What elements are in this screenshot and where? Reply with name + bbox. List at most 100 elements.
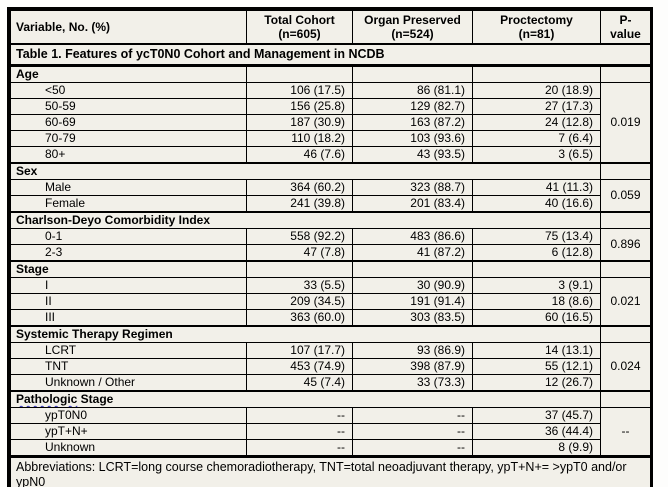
empty-cell: [600, 390, 651, 408]
cell-proctectomy: 12 (26.7): [472, 374, 601, 392]
empty-cell: [352, 260, 473, 278]
cell-p-value-systemic: 0.024: [600, 342, 651, 392]
col-header-p-line1: P-: [619, 13, 632, 27]
cell-proctectomy: 75 (13.4): [472, 228, 601, 245]
col-header-proctectomy-line2: (n=81): [518, 27, 555, 41]
cell-organ: 483 (86.6): [352, 228, 473, 245]
section-label-age: Age: [10, 64, 247, 83]
cell-organ: 163 (87.2): [352, 114, 473, 131]
cell-organ: 33 (73.3): [352, 374, 473, 392]
cell-organ: 86 (81.1): [352, 82, 473, 99]
cell-total: 187 (30.9): [246, 114, 353, 131]
table-footnote: Abbreviations: LCRT=long course chemorad…: [10, 455, 651, 487]
data-row-sex-female: Female 241 (39.8) 201 (83.4) 40 (16.6): [10, 195, 651, 213]
data-row-unknown-other: Unknown / Other 45 (7.4) 33 (73.3) 12 (2…: [10, 374, 651, 392]
section-row-pathologic-stage: Pathologic Stage: [10, 390, 651, 408]
section-row-charlson-deyo: Charlson-Deyo Comorbidity Index: [10, 211, 651, 229]
data-row-age-80plus: 80+ 46 (7.6) 43 (93.5) 3 (6.5): [10, 146, 651, 164]
section-label-stage: Stage: [10, 260, 247, 278]
cell-proctectomy: 55 (12.1): [472, 358, 601, 375]
col-header-organ-line1: Organ Preserved: [364, 13, 461, 27]
cell-label: III: [10, 309, 247, 327]
table-1-container: Table 1. Features of ycT0N0 Cohort and M…: [7, 7, 653, 487]
cell-organ: 103 (93.6): [352, 130, 473, 147]
section-label-rest: Stage: [77, 392, 114, 406]
empty-cell: [472, 260, 601, 278]
cell-label: I: [10, 277, 247, 294]
empty-cell: [352, 64, 473, 83]
cell-organ: 398 (87.9): [352, 358, 473, 375]
cell-label: <50: [10, 82, 247, 99]
empty-cell: [600, 260, 651, 278]
cell-proctectomy: 36 (44.4): [472, 423, 601, 440]
cell-label: ypT+N+: [10, 423, 247, 440]
cell-total: 241 (39.8): [246, 195, 353, 213]
cell-organ: 30 (90.9): [352, 277, 473, 294]
data-row-unknown: Unknown -- -- 8 (9.9): [10, 439, 651, 457]
cell-proctectomy: 24 (12.8): [472, 114, 601, 131]
cell-proctectomy: 6 (12.8): [472, 244, 601, 262]
section-row-stage: Stage: [10, 260, 651, 278]
col-header-variable: Variable, No. (%): [10, 10, 247, 45]
col-header-p-value: P- value: [600, 10, 651, 45]
empty-cell: [246, 260, 353, 278]
section-label-pathologic-stage: Pathologic Stage: [10, 390, 601, 408]
cell-total: 46 (7.6): [246, 146, 353, 164]
cell-label: 2-3: [10, 244, 247, 262]
empty-cell: [600, 64, 651, 83]
data-row-yptn: ypT+N+ -- -- 36 (44.4): [10, 423, 651, 440]
section-label-sex: Sex: [10, 162, 601, 180]
col-header-total-line1: Total Cohort: [264, 13, 335, 27]
col-header-total-cohort: Total Cohort (n=605): [246, 10, 353, 45]
cell-organ: 303 (83.5): [352, 309, 473, 327]
cell-organ: 129 (82.7): [352, 98, 473, 115]
data-row-age-50-59: 50-59 156 (25.8) 129 (82.7) 27 (17.3): [10, 98, 651, 115]
cell-label: Female: [10, 195, 247, 213]
cell-organ: --: [352, 407, 473, 424]
data-row-ypt0n0: ypT0N0 -- -- 37 (45.7) --: [10, 407, 651, 457]
section-row-sex: Sex: [10, 162, 651, 180]
cell-organ: 43 (93.5): [352, 146, 473, 164]
cell-label: 80+: [10, 146, 247, 164]
cell-label: Unknown / Other: [10, 374, 247, 392]
cell-proctectomy: 41 (11.3): [472, 179, 601, 196]
footer-row: Abbreviations: LCRT=long course chemorad…: [10, 455, 651, 487]
table-1: Table 1. Features of ycT0N0 Cohort and M…: [10, 10, 651, 487]
col-header-proctectomy: Proctectomy (n=81): [472, 10, 601, 45]
data-row-sex-male: Male 364 (60.2) 323 (88.7) 41 (11.3) 0.0…: [10, 179, 651, 213]
empty-cell: [246, 64, 353, 83]
cell-total: --: [246, 407, 353, 424]
data-row-stage-1: I 33 (5.5) 30 (90.9) 3 (9.1) 0.021: [10, 277, 651, 327]
empty-cell: [600, 162, 651, 180]
cell-organ: --: [352, 439, 473, 457]
cell-label: Male: [10, 179, 247, 196]
data-row-age-60-69: 60-69 187 (30.9) 163 (87.2) 24 (12.8): [10, 114, 651, 131]
cell-organ: --: [352, 423, 473, 440]
cell-organ: 41 (87.2): [352, 244, 473, 262]
cell-total: 47 (7.8): [246, 244, 353, 262]
section-row-age: Age: [10, 64, 651, 83]
cell-label: Unknown: [10, 439, 247, 457]
cell-total: 209 (34.5): [246, 293, 353, 310]
cell-total: 107 (17.7): [246, 342, 353, 359]
cell-total: 363 (60.0): [246, 309, 353, 327]
cell-total: 453 (74.9): [246, 358, 353, 375]
cell-p-value-sex: 0.059: [600, 179, 651, 213]
cell-organ: 191 (91.4): [352, 293, 473, 310]
cell-total: 558 (92.2): [246, 228, 353, 245]
cell-total: 106 (17.5): [246, 82, 353, 99]
cell-total: --: [246, 439, 353, 457]
cell-total: 45 (7.4): [246, 374, 353, 392]
cell-label: 60-69: [10, 114, 247, 131]
section-label-charlson-deyo: Charlson-Deyo Comorbidity Index: [10, 211, 601, 229]
data-row-age-70-79: 70-79 110 (18.2) 103 (93.6) 7 (6.4): [10, 130, 651, 147]
cell-total: --: [246, 423, 353, 440]
col-header-organ-line2: (n=524): [391, 27, 434, 41]
cell-organ: 93 (86.9): [352, 342, 473, 359]
cell-proctectomy: 7 (6.4): [472, 130, 601, 147]
cell-p-value-stage: 0.021: [600, 277, 651, 327]
cell-label: 70-79: [10, 130, 247, 147]
col-header-p-line2: value: [610, 27, 641, 41]
cell-label: 0-1: [10, 228, 247, 245]
